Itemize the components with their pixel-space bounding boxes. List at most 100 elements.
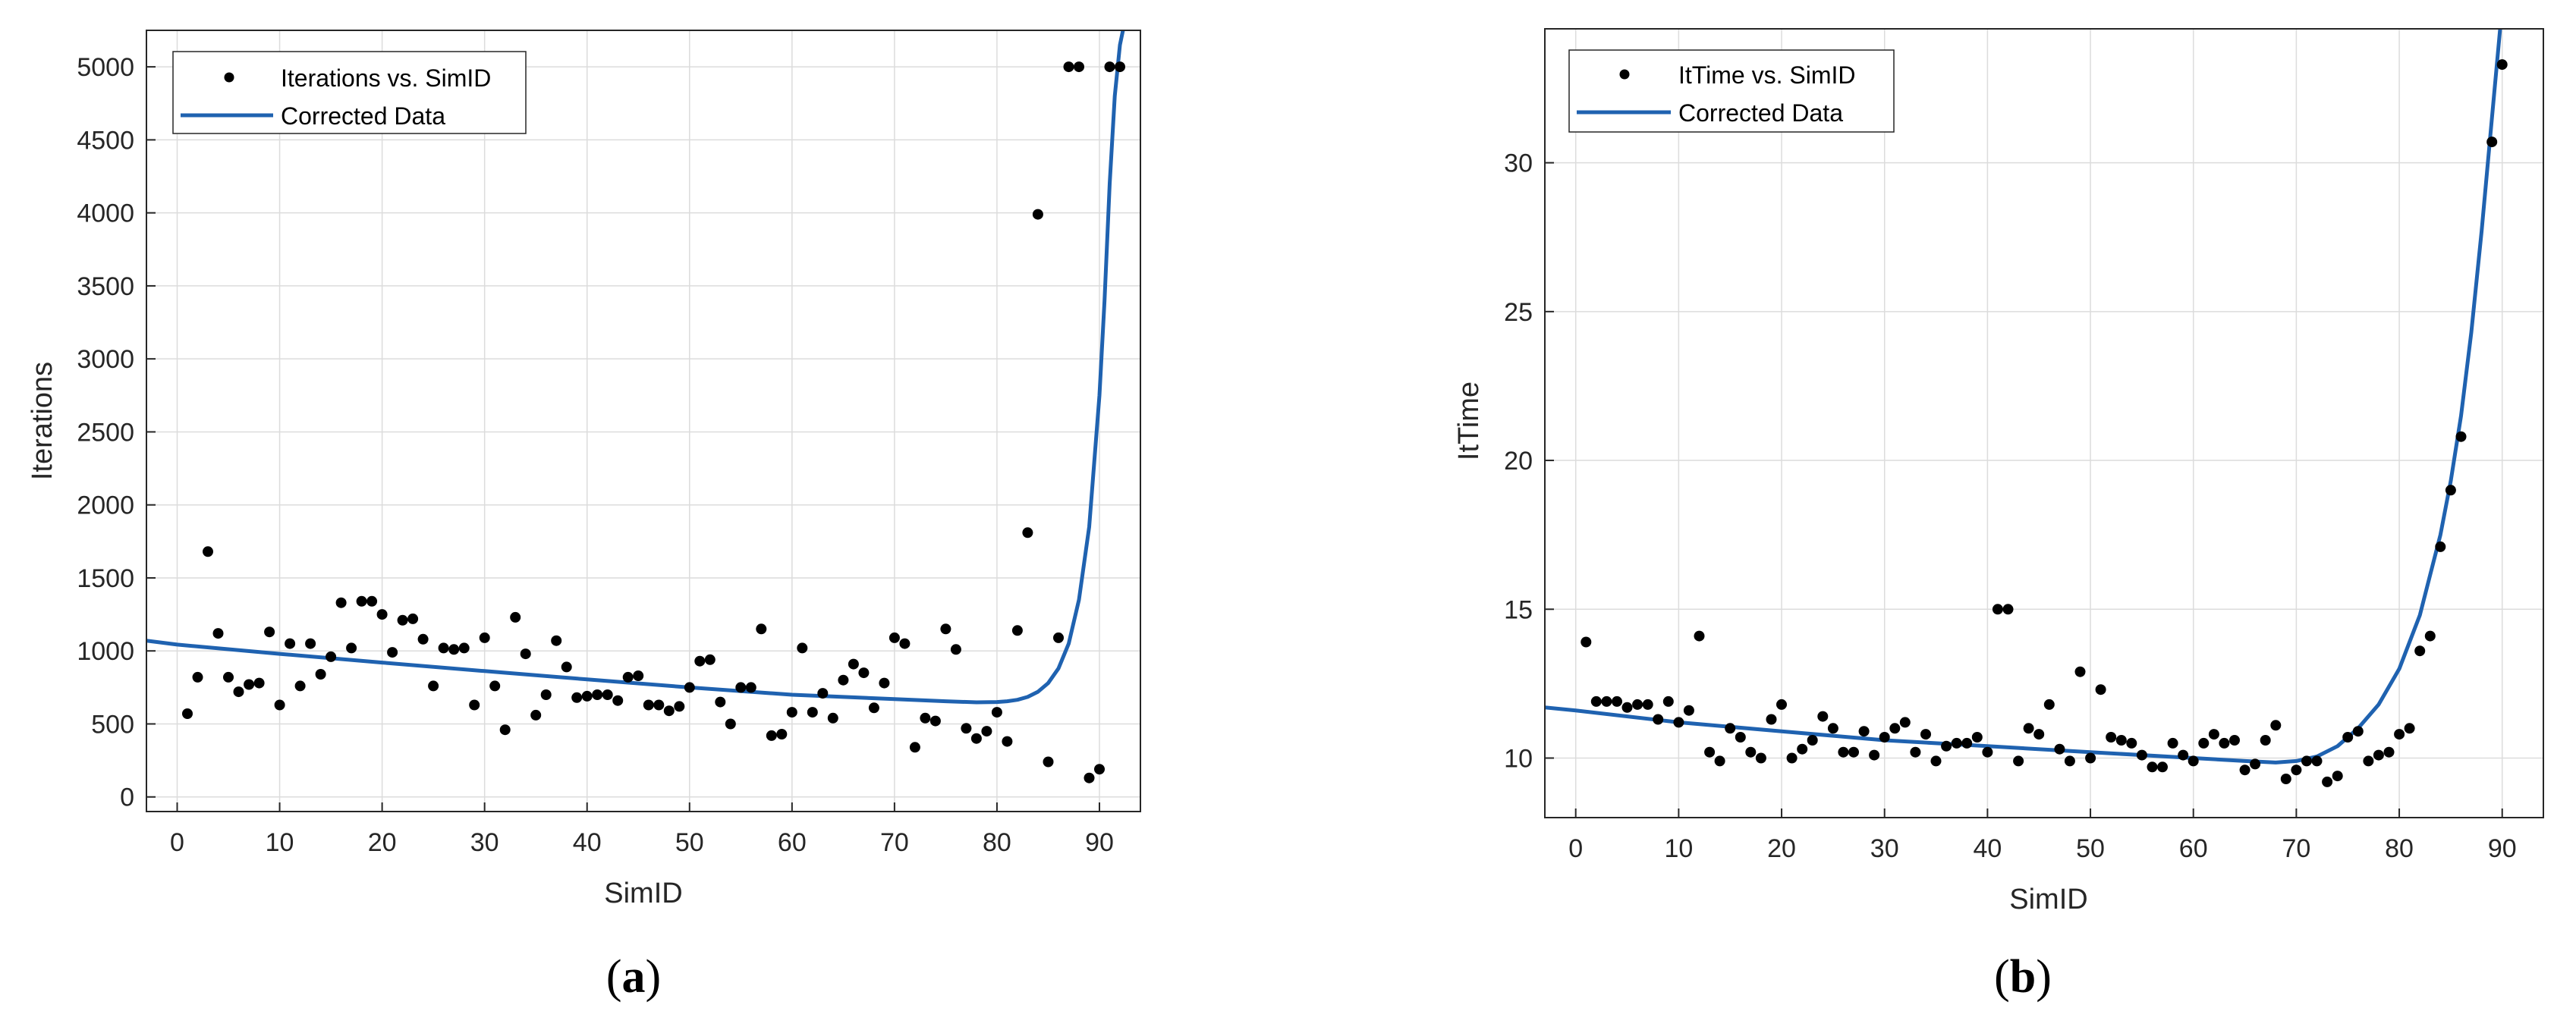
data-point-a bbox=[366, 595, 378, 607]
y-tick-label-a: 2500 bbox=[77, 418, 134, 447]
data-point-b bbox=[2455, 431, 2467, 442]
data-point-a bbox=[838, 674, 849, 686]
x-tick-label-b: 0 bbox=[1568, 834, 1583, 863]
data-point-a bbox=[704, 654, 716, 665]
data-point-a bbox=[356, 595, 367, 607]
data-point-a bbox=[715, 696, 726, 708]
data-point-b bbox=[2250, 758, 2261, 770]
x-tick-label-b: 70 bbox=[2282, 834, 2310, 863]
data-point-a bbox=[1074, 61, 1084, 73]
x-tick-label-a: 40 bbox=[573, 828, 602, 857]
data-point-a bbox=[458, 642, 470, 654]
axes-box-a bbox=[146, 30, 1141, 812]
data-point-a bbox=[530, 709, 542, 721]
data-point-b bbox=[2239, 765, 2250, 776]
data-point-a bbox=[438, 642, 449, 654]
legend-label-line-a: Corrected Data bbox=[281, 102, 445, 130]
data-point-a bbox=[540, 689, 552, 700]
y-tick-label-a: 4000 bbox=[77, 199, 134, 228]
x-tick-label-a: 30 bbox=[470, 828, 499, 857]
data-point-a bbox=[479, 632, 490, 643]
tick-labels-b: 0 10 20 30 40 50 60 70 80 90 10 15 20 25 30 bbox=[1504, 149, 2516, 863]
data-point-a bbox=[203, 546, 213, 557]
x-tick-label-a: 60 bbox=[778, 828, 807, 857]
legend-label-scatter-a: Iterations vs. SimID bbox=[281, 64, 491, 92]
data-point-b bbox=[2311, 755, 2323, 767]
y-tick-label-a: 500 bbox=[91, 710, 134, 739]
data-point-a bbox=[387, 647, 398, 658]
y-tick-label-a: 1500 bbox=[77, 564, 134, 593]
data-point-b bbox=[2435, 541, 2446, 552]
legend-a: Iterations vs. SimID Corrected Data bbox=[172, 51, 527, 134]
data-point-b bbox=[2219, 737, 2230, 749]
grid-b bbox=[1545, 29, 2543, 818]
data-point-a bbox=[797, 642, 808, 654]
data-point-a bbox=[1084, 772, 1095, 783]
data-layer-a bbox=[146, 30, 1125, 783]
data-point-b bbox=[1653, 714, 1664, 725]
data-point-a bbox=[274, 699, 285, 711]
data-point-a bbox=[653, 699, 665, 711]
data-point-a bbox=[407, 613, 419, 624]
data-point-a bbox=[776, 729, 788, 739]
data-point-a bbox=[991, 707, 1002, 718]
data-point-b bbox=[2332, 771, 2343, 782]
legend-marker-scatter-a bbox=[224, 72, 234, 83]
x-tick-label-a: 50 bbox=[675, 828, 704, 857]
data-point-b bbox=[2085, 752, 2096, 764]
legend-b: ItTime vs. SimID Corrected Data bbox=[1568, 49, 1895, 133]
y-tick-label-b: 15 bbox=[1504, 595, 1533, 624]
data-point-b bbox=[2322, 776, 2333, 787]
x-tick-label-b: 50 bbox=[2076, 834, 2105, 863]
data-point-b bbox=[1869, 749, 1880, 761]
data-point-a bbox=[612, 695, 624, 706]
data-point-b bbox=[2178, 749, 2189, 761]
data-point-b bbox=[1797, 743, 1808, 755]
data-point-b bbox=[2229, 735, 2240, 746]
data-point-a bbox=[581, 690, 593, 702]
data-point-b bbox=[1621, 702, 1633, 713]
y-tick-label-b: 25 bbox=[1504, 298, 1533, 327]
data-point-a bbox=[592, 689, 603, 700]
x-tick-label-a: 10 bbox=[266, 828, 294, 857]
data-point-b bbox=[2043, 699, 2055, 710]
data-point-b bbox=[2270, 720, 2282, 731]
data-point-a bbox=[551, 635, 562, 646]
data-point-a bbox=[264, 626, 275, 638]
data-point-a bbox=[766, 730, 777, 741]
data-point-b bbox=[1817, 711, 1829, 722]
data-point-b bbox=[2188, 755, 2199, 767]
data-point-b bbox=[2363, 755, 2374, 767]
data-point-b bbox=[2383, 746, 2395, 758]
data-point-a bbox=[909, 742, 920, 753]
data-point-a bbox=[899, 638, 911, 649]
y-axis-label-b: ItTime bbox=[1453, 381, 1485, 460]
data-point-b bbox=[1735, 732, 1746, 743]
data-point-a bbox=[428, 680, 439, 692]
data-point-b bbox=[2486, 137, 2498, 148]
y-tick-label-a: 0 bbox=[120, 783, 134, 812]
data-point-b bbox=[2126, 737, 2137, 749]
data-point-b bbox=[1766, 714, 1777, 725]
data-point-b bbox=[2301, 755, 2312, 767]
data-point-a bbox=[684, 682, 695, 693]
y-tick-label-a: 3000 bbox=[77, 345, 134, 374]
data-point-a bbox=[212, 628, 224, 639]
data-point-b bbox=[1683, 705, 1694, 716]
data-point-b bbox=[1745, 746, 1757, 758]
data-point-a bbox=[520, 648, 531, 660]
data-point-b bbox=[1807, 735, 1818, 746]
data-point-a bbox=[889, 632, 900, 643]
data-point-b bbox=[1848, 746, 1859, 758]
data-point-a bbox=[858, 667, 870, 679]
grid-a bbox=[146, 30, 1140, 812]
data-point-b bbox=[2002, 604, 2014, 615]
data-point-b bbox=[2352, 726, 2364, 737]
tick-labels-a: 0 10 20 30 40 50 60 70 80 90 0 500 1000 1500 2000 2500 3… bbox=[77, 53, 1114, 857]
data-point-a bbox=[602, 689, 613, 700]
data-point-a bbox=[1053, 632, 1064, 643]
data-point-b bbox=[1776, 699, 1787, 710]
data-point-b bbox=[2013, 755, 2024, 767]
x-tick-label-b: 80 bbox=[2385, 834, 2414, 863]
data-point-b bbox=[2074, 666, 2086, 677]
